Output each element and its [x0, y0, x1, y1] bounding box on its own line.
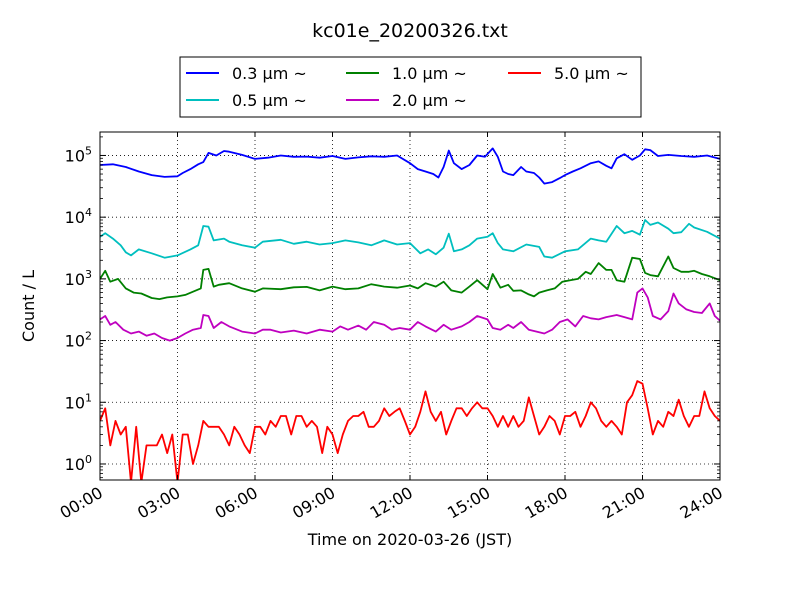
legend: 0.3 μm ~ 0.5 μm ~ 1.0 μm ~ 2.0 μm ~ 5.0 μm ~ — [186, 64, 629, 110]
series-group — [100, 147, 720, 480]
series-line-1 — [100, 219, 720, 259]
y-tick-label: 101 — [65, 391, 92, 412]
y-tick-base: 10 — [65, 393, 85, 412]
y-tick-base: 10 — [65, 208, 85, 227]
y-tick-exponent: 4 — [85, 206, 92, 219]
series-line-2 — [100, 255, 720, 300]
y-tick-exponent: 1 — [85, 391, 92, 404]
series-line-3 — [100, 287, 720, 342]
legend-label-2: 1.0 μm ~ — [392, 64, 467, 83]
chart-title: kc01e_20200326.txt — [312, 20, 508, 42]
y-tick-exponent: 3 — [85, 268, 92, 281]
y-axis-label: Count / L — [19, 270, 38, 342]
y-tick-base: 10 — [65, 270, 85, 289]
series-line-0 — [100, 147, 720, 185]
y-tick-label: 105 — [65, 144, 92, 165]
y-tick-exponent: 0 — [85, 453, 92, 466]
y-tick-exponent: 5 — [85, 144, 92, 157]
legend-label-1: 0.5 μm ~ — [232, 91, 307, 110]
series-line-4 — [100, 380, 720, 480]
legend-label-4: 5.0 μm ~ — [554, 64, 629, 83]
y-tick-label: 100 — [65, 453, 92, 474]
y-tick-label: 103 — [65, 268, 92, 289]
y-tick-exponent: 2 — [85, 330, 92, 343]
y-tick-label: 102 — [65, 330, 92, 351]
y-tick-base: 10 — [65, 146, 85, 165]
y-tick-base: 10 — [65, 455, 85, 474]
y-tick-label: 104 — [65, 206, 92, 227]
legend-box — [179, 56, 642, 118]
legend-label-3: 2.0 μm ~ — [392, 91, 467, 110]
y-tick-base: 10 — [65, 332, 85, 351]
legend-label-0: 0.3 μm ~ — [232, 64, 307, 83]
x-axis-label: Time on 2020-03-26 (JST) — [307, 530, 512, 549]
